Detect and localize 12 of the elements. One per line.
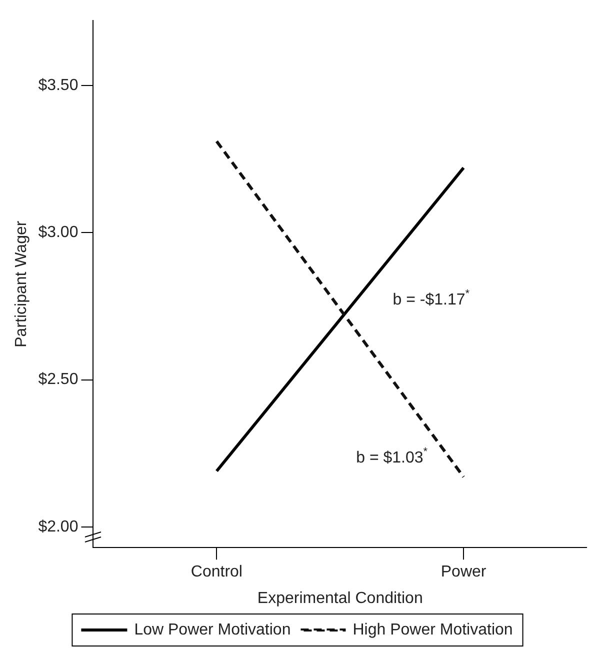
y-tick-label: $3.00 — [38, 224, 78, 241]
y-tick-label: $2.00 — [38, 518, 78, 536]
annotation: b = $1.03* — [356, 446, 428, 466]
y-tick-label: $2.50 — [38, 371, 78, 388]
annotation: b = -$1.17* — [392, 288, 470, 308]
legend-label: High Power Motivation — [352, 621, 513, 638]
y-tick-label: $3.50 — [38, 76, 78, 94]
x-axis-title: Experimental Condition — [257, 590, 423, 607]
x-tick-label: Power — [440, 564, 487, 581]
legend-label: Low Power Motivation — [134, 621, 291, 638]
y-axis-title: Participant Wager — [13, 220, 30, 348]
x-tick-label: Control — [190, 564, 242, 581]
